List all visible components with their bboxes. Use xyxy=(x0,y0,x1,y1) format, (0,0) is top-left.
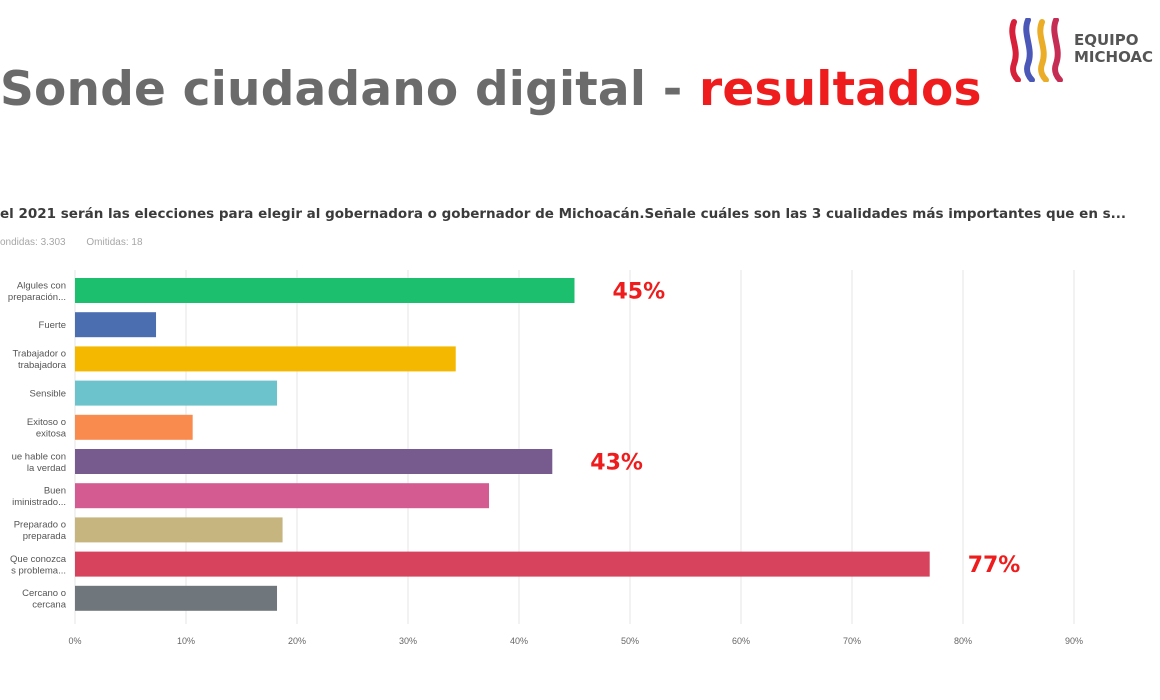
x-tick-label: 50% xyxy=(621,636,639,646)
x-tick-label: 20% xyxy=(288,636,306,646)
bar xyxy=(75,278,575,303)
category-label: Trabajador o trabajadora xyxy=(12,349,66,372)
bar xyxy=(75,483,490,509)
bar-chart: 0%10%20%30%40%50%60%70%80%90%1Algules co… xyxy=(8,270,1083,646)
survey-meta: ondidas: 3.303 Omitidas: 18 xyxy=(0,237,143,248)
annotation-label: 45% xyxy=(613,280,666,305)
bar xyxy=(75,517,283,543)
x-tick-label: 80% xyxy=(954,636,972,646)
annotation-label: 77% xyxy=(968,553,1021,578)
title-accent: resultados xyxy=(698,62,982,117)
category-label: Cercano o cercana xyxy=(22,588,67,611)
logo-icon xyxy=(1009,18,1063,82)
x-tick-label: 40% xyxy=(510,636,528,646)
logo-text: EQUIPO MICHOAC xyxy=(1074,32,1153,66)
x-tick-label: 30% xyxy=(399,636,417,646)
answered-count: ondidas: 3.303 xyxy=(0,237,66,248)
category-label: Exitoso o exitosa xyxy=(27,417,67,440)
category-label: Preparado o preparada xyxy=(14,520,67,543)
x-tick-label: 0% xyxy=(68,636,81,646)
title-main: Sonde ciudadano digital - xyxy=(0,62,699,117)
survey-question: el 2021 serán las elecciones para elegir… xyxy=(0,206,1127,222)
category-label: Algules con preparación... xyxy=(8,280,66,303)
category-label: ue hable con la verdad xyxy=(12,451,66,474)
bar xyxy=(75,585,278,611)
omitted-count: Omitidas: 18 xyxy=(86,237,143,248)
bar xyxy=(75,346,456,372)
x-tick-label: 90% xyxy=(1065,636,1083,646)
bar xyxy=(75,414,193,440)
page-title: Sonde ciudadano digital - resultados xyxy=(0,62,982,117)
category-label: Que conozca s problema... xyxy=(10,554,67,577)
bar xyxy=(75,449,553,474)
bar xyxy=(75,551,930,577)
logo-line-1: EQUIPO xyxy=(1074,31,1139,49)
category-label: Fuerte xyxy=(39,320,66,331)
logo-line-2: MICHOAC xyxy=(1074,48,1154,66)
x-tick-label: 70% xyxy=(843,636,861,646)
annotation-label: 43% xyxy=(590,451,643,476)
bar xyxy=(75,380,278,406)
category-label: Buen iministrado... xyxy=(12,485,66,508)
x-tick-label: 10% xyxy=(177,636,195,646)
x-tick-label: 60% xyxy=(732,636,750,646)
category-label: Sensible xyxy=(30,389,66,400)
bar xyxy=(75,312,157,338)
